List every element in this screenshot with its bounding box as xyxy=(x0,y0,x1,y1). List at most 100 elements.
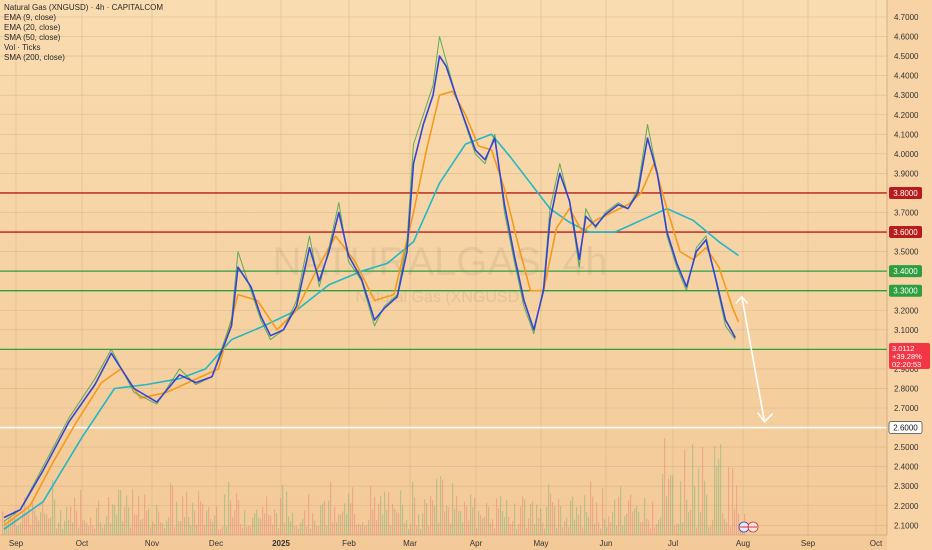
volume-bar xyxy=(62,528,64,535)
volume-bar xyxy=(622,525,624,535)
volume-bar xyxy=(708,527,710,535)
volume-bar xyxy=(124,506,126,535)
price-tick-label: 3.7000 xyxy=(894,209,919,218)
volume-bar xyxy=(710,525,712,535)
volume-bar xyxy=(318,525,320,535)
volume-bar xyxy=(380,495,382,535)
series-sma50 xyxy=(3,133,739,530)
watermark-symbol: NATURALGAS, 4h xyxy=(273,240,608,284)
price-tick-label: 2.2000 xyxy=(894,502,919,511)
volume-bar xyxy=(362,522,364,535)
us-flag-icon[interactable] xyxy=(738,521,759,533)
volume-bar xyxy=(592,496,594,535)
volume-bar xyxy=(440,475,442,535)
time-tick-label: Sep xyxy=(9,539,24,548)
time-tick-label: Feb xyxy=(342,539,356,548)
volume-bar xyxy=(680,481,682,535)
volume-bar xyxy=(418,514,420,535)
volume-bar xyxy=(554,505,556,535)
projection-arrow[interactable] xyxy=(735,295,774,423)
volume-bar xyxy=(476,528,478,535)
volume-bar xyxy=(676,523,678,535)
symbol-title[interactable]: Natural Gas (XNGUSD) · 4h · CAPITALCOM xyxy=(4,3,163,12)
volume-bar xyxy=(2,511,4,535)
current-price-text: 02:20:53 xyxy=(892,360,921,369)
volume-bar xyxy=(502,511,504,535)
volume-bar xyxy=(136,514,138,535)
volume-bar xyxy=(478,511,480,535)
volume-bar xyxy=(168,517,170,535)
volume-bar xyxy=(658,520,660,535)
volume-bar xyxy=(160,522,162,535)
volume-bar xyxy=(174,527,176,535)
volume-bar xyxy=(428,525,430,535)
volume-bar xyxy=(190,525,192,535)
volume-bar xyxy=(356,524,358,535)
volume-bar xyxy=(342,511,344,535)
volume-bar xyxy=(716,465,718,535)
price-tick-label: 2.7000 xyxy=(894,404,919,413)
legend-sma200[interactable]: SMA (200, close) xyxy=(4,53,65,62)
volume-bar xyxy=(134,514,136,535)
volume-bar xyxy=(60,510,62,535)
volume-bar xyxy=(698,468,700,535)
price-tick-label: 2.1000 xyxy=(894,521,919,530)
volume-bar xyxy=(398,512,400,535)
volume-bar xyxy=(414,497,416,535)
projection-line xyxy=(740,296,766,422)
price-tick-label: 4.5000 xyxy=(894,52,919,61)
volume-bar xyxy=(220,528,222,535)
volume-bar xyxy=(718,459,720,535)
price-axis[interactable]: 2.1000 2.2000 2.3000 2.4000 2.5000 2.6000 2.70… xyxy=(886,0,932,550)
volume-bar xyxy=(36,515,38,535)
volume-bar xyxy=(184,517,186,535)
volume-bar xyxy=(650,528,652,535)
volume-bar xyxy=(92,525,94,535)
time-axis[interactable]: Sep Oct Nov Dec 2025 Feb Mar Apr May Jun Jul Aug Sep… xyxy=(0,534,887,548)
volume-bar xyxy=(42,502,44,535)
volume-bar xyxy=(258,517,260,535)
volume-bar xyxy=(226,526,228,535)
volume-bar xyxy=(566,517,568,535)
volume-bar xyxy=(726,522,728,535)
volume-bar xyxy=(120,490,122,535)
volume-bar xyxy=(552,502,554,535)
volume-bar xyxy=(694,486,696,535)
legend-ema9[interactable]: EMA (9, close) xyxy=(4,13,57,22)
volume-bar xyxy=(410,524,412,535)
volume-bar xyxy=(198,491,200,535)
volume-bar xyxy=(350,503,352,535)
volume-bar xyxy=(236,493,238,535)
volume-bar xyxy=(34,510,36,535)
volume-bar xyxy=(260,519,262,535)
volume-bar xyxy=(68,519,70,535)
volume-bar xyxy=(578,515,580,535)
volume-bar xyxy=(430,495,432,535)
volume-bar xyxy=(348,493,350,535)
volume-bar xyxy=(598,522,600,535)
volume-bar xyxy=(524,499,526,535)
volume-bar xyxy=(16,526,18,535)
legend-ema20[interactable]: EMA (20, close) xyxy=(4,23,61,32)
volume-bar xyxy=(612,511,614,535)
legend-sma50[interactable]: SMA (50, close) xyxy=(4,33,61,42)
price-tick-label: 2.9000 xyxy=(894,365,919,374)
horizontal-levels[interactable] xyxy=(0,192,887,429)
volume-bar xyxy=(472,506,474,535)
volume-bar xyxy=(156,504,158,535)
volume-bar xyxy=(638,511,640,535)
volume-bar xyxy=(626,513,628,535)
volume-bar xyxy=(510,524,512,535)
volume-bar xyxy=(728,466,730,535)
volume-bar xyxy=(272,524,274,535)
volume-bar xyxy=(528,518,530,535)
volume-bar xyxy=(274,509,276,535)
volume-bar xyxy=(122,521,124,535)
time-tick-label: 2025 xyxy=(272,539,290,548)
legend-vol[interactable]: Vol · Ticks xyxy=(4,43,41,52)
volume-bar xyxy=(642,521,644,535)
volume-bar xyxy=(520,506,522,535)
volume-bar xyxy=(340,514,342,535)
